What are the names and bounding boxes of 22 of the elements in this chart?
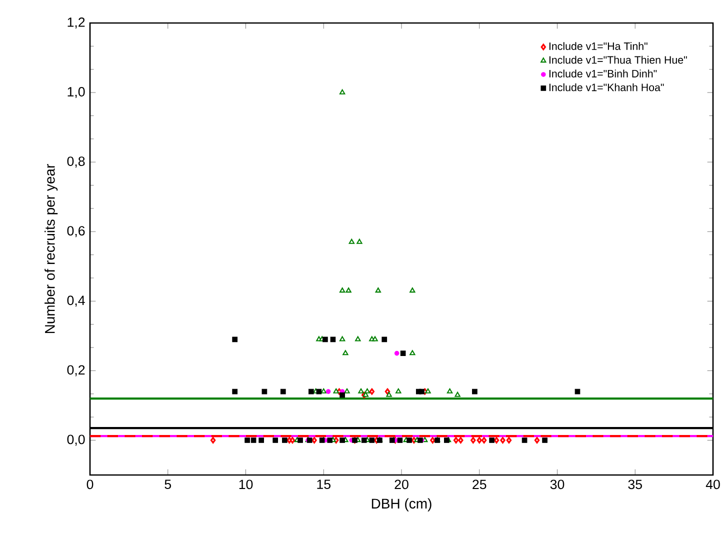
legend-label: Include v1="Thua Thien Hue" bbox=[549, 56, 687, 64]
x-tick-label: 10 bbox=[239, 480, 253, 490]
y-tick-label: 1,0 bbox=[68, 87, 85, 98]
x-tick-label: 20 bbox=[394, 480, 408, 490]
y-axis-title: Number of recruits per year bbox=[44, 164, 58, 334]
x-tick-label: 40 bbox=[706, 480, 720, 490]
legend-label: Include v1="Binh Dinh" bbox=[549, 70, 657, 78]
y-tick-label: 0,0 bbox=[67, 434, 85, 446]
x-tick-label: 30 bbox=[550, 480, 564, 490]
x-tick-label: 35 bbox=[628, 480, 642, 490]
y-tick-label: 0,8 bbox=[67, 156, 85, 168]
y-tick-label: 0,6 bbox=[67, 226, 85, 238]
y-tick-label: 0,4 bbox=[67, 296, 85, 307]
legend-label: Include v1="Khanh Hoa" bbox=[549, 83, 664, 92]
x-axis-title: DBH (cm) bbox=[372, 498, 432, 512]
x-tick-label: 5 bbox=[164, 480, 172, 490]
x-tick-label: 0 bbox=[86, 480, 94, 490]
legend-label: Include v1="Ha Tinh" bbox=[549, 42, 648, 50]
x-tick-label: 15 bbox=[317, 480, 330, 490]
y-tick-label: 1,2 bbox=[68, 17, 85, 29]
y-tick-label: 0,2 bbox=[67, 365, 85, 376]
x-tick-label: 25 bbox=[472, 480, 486, 490]
